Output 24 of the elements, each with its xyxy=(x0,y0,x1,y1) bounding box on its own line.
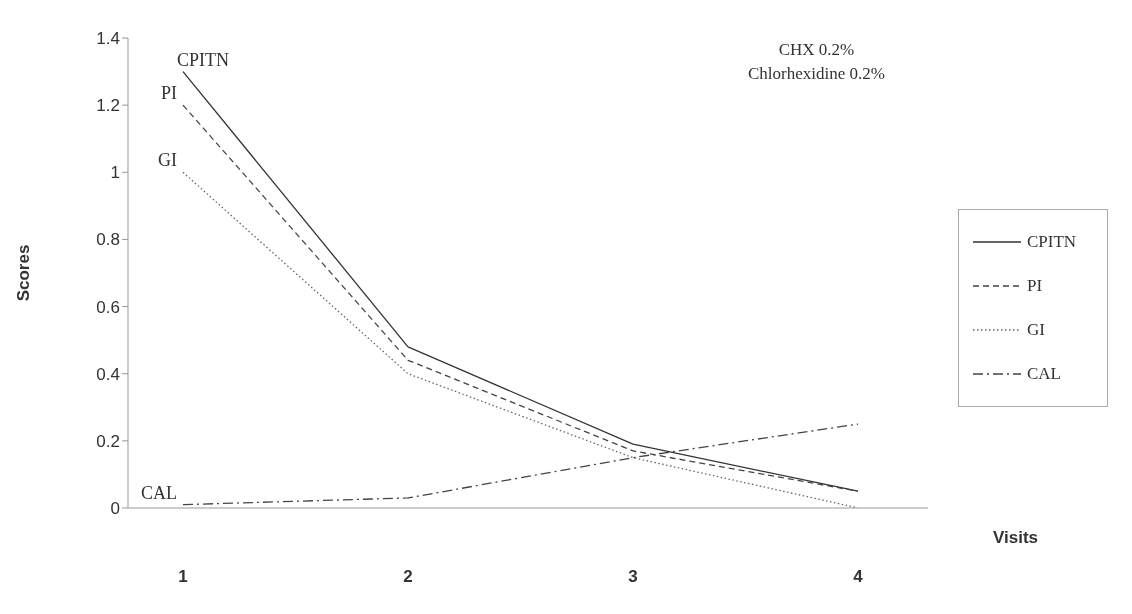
y-tick-label: 1 xyxy=(110,163,120,183)
y-tick-label: 1.4 xyxy=(96,29,120,49)
x-tick-label: 4 xyxy=(853,567,864,587)
x-tick-label: 1 xyxy=(178,567,188,587)
annotation: Chlorhexidine 0.2% xyxy=(748,63,885,85)
annotation: CHX 0.2% xyxy=(777,39,856,61)
y-tick-label: 1.2 xyxy=(96,96,120,116)
x-axis-title: Visits xyxy=(993,528,1039,548)
text: CAL xyxy=(141,482,177,503)
legend-label: GI xyxy=(1027,320,1045,340)
text: CPITN xyxy=(177,49,230,70)
y-tick-label: 0.2 xyxy=(96,431,120,451)
legend-label: CAL xyxy=(1027,364,1061,384)
y-axis-title: Scores xyxy=(14,244,34,302)
x-tick-label: 3 xyxy=(628,567,638,587)
x-tick-label: 2 xyxy=(403,567,413,587)
text: GI xyxy=(158,150,177,171)
legend-label: CPITN xyxy=(1027,232,1077,252)
y-tick-label: 0.6 xyxy=(96,297,120,317)
y-tick-label: 0 xyxy=(110,499,120,519)
y-tick-label: 0.8 xyxy=(96,230,120,250)
text: PI xyxy=(160,83,177,104)
legend-label: PI xyxy=(1027,276,1043,296)
y-tick-label: 0.4 xyxy=(96,364,120,384)
